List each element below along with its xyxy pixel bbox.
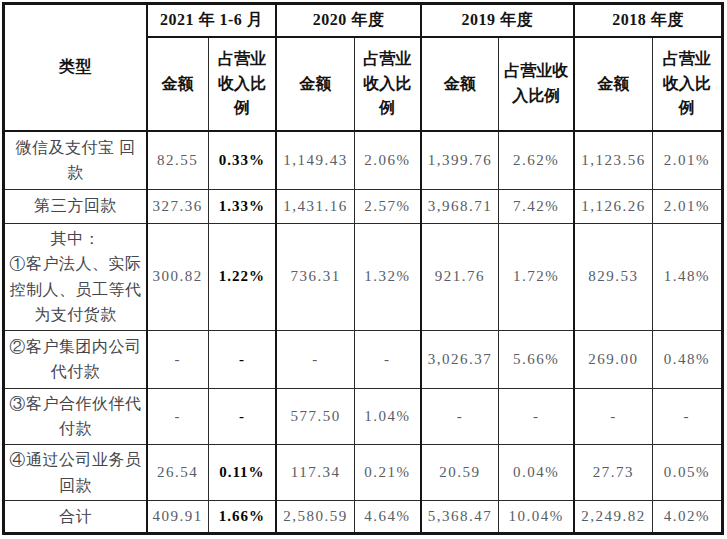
- year-header-2019: 2019 年度: [421, 4, 574, 38]
- amount-cell: 2,249.82: [574, 501, 652, 534]
- table-row-total: 合计 409.91 1.66% 2,580.59 4.64% 5,368.47 …: [4, 501, 723, 534]
- row-label: ②客户集团内公司 代付款: [4, 330, 147, 388]
- amount-cell: 3,968.71: [421, 189, 499, 223]
- ratio-cell: 2.06%: [354, 131, 420, 189]
- amount-cell: 269.00: [574, 330, 652, 388]
- ratio-cell: 0.05%: [652, 445, 722, 501]
- amount-header-2018: 金额: [574, 37, 652, 131]
- amount-cell: 27.73: [574, 445, 652, 501]
- ratio-cell: 1.32%: [354, 223, 420, 330]
- ratio-cell: -: [499, 388, 574, 444]
- ratio-cell: 7.42%: [499, 189, 574, 223]
- ratio-cell: -: [354, 330, 420, 388]
- amount-cell: 829.53: [574, 223, 652, 330]
- amount-cell: 82.55: [147, 131, 208, 189]
- ratio-header-2021: 占营业 收入比 例: [208, 37, 276, 131]
- amount-cell: 5,368.47: [421, 501, 499, 534]
- amount-cell: 3,026.37: [421, 330, 499, 388]
- ratio-cell: 1.04%: [354, 388, 420, 444]
- ratio-cell: -: [652, 388, 722, 444]
- table-row-customer-group-company: ②客户集团内公司 代付款 - - - - 3,026.37 5.66% 269.…: [4, 330, 723, 388]
- third-party-collection-table: 类型 2021 年 1-6 月 2020 年度 2019 年度 2018 年度 …: [2, 2, 724, 535]
- amount-cell: 327.36: [147, 189, 208, 223]
- amount-cell: 577.50: [276, 388, 354, 444]
- amount-header-2021: 金额: [147, 37, 208, 131]
- ratio-cell: 4.02%: [652, 501, 722, 534]
- row-label: 第三方回款: [4, 189, 147, 223]
- ratio-cell: 1.22%: [208, 223, 276, 330]
- row-label: 微信及支付宝 回 款: [4, 131, 147, 189]
- ratio-cell: 0.48%: [652, 330, 722, 388]
- ratio-cell: 1.33%: [208, 189, 276, 223]
- ratio-cell: 2.01%: [652, 189, 722, 223]
- amount-cell: 1,149.43: [276, 131, 354, 189]
- ratio-cell: 1.72%: [499, 223, 574, 330]
- amount-cell: 1,126.26: [574, 189, 652, 223]
- amount-cell: 1,123.56: [574, 131, 652, 189]
- row-label: ④通过公司业务员 回款: [4, 445, 147, 501]
- ratio-header-2019: 占营业收 入比例: [499, 37, 574, 131]
- amount-cell: 1,399.76: [421, 131, 499, 189]
- amount-cell: 736.31: [276, 223, 354, 330]
- table-row-customer-partner: ③客户合作伙伴代 付款 - - 577.50 1.04% - - - -: [4, 388, 723, 444]
- ratio-cell: 2.57%: [354, 189, 420, 223]
- amount-cell: -: [147, 388, 208, 444]
- ratio-cell: 5.66%: [499, 330, 574, 388]
- row-label: ③客户合作伙伴代 付款: [4, 388, 147, 444]
- ratio-cell: -: [208, 388, 276, 444]
- amount-cell: 117.34: [276, 445, 354, 501]
- year-header-2018: 2018 年度: [574, 4, 722, 38]
- header-year-row: 类型 2021 年 1-6 月 2020 年度 2019 年度 2018 年度: [4, 4, 723, 38]
- amount-header-2020: 金额: [276, 37, 354, 131]
- ratio-cell: 1.66%: [208, 501, 276, 534]
- amount-cell: 2,580.59: [276, 501, 354, 534]
- year-header-2020: 2020 年度: [276, 4, 420, 38]
- document-page: 类型 2021 年 1-6 月 2020 年度 2019 年度 2018 年度 …: [0, 0, 727, 535]
- table-row-customer-legal-person: 其中： ①客户法人、实际 控制人、员工等代 为支付货款 300.82 1.22%…: [4, 223, 723, 330]
- ratio-cell: 0.11%: [208, 445, 276, 501]
- table-row-company-salesman: ④通过公司业务员 回款 26.54 0.11% 117.34 0.21% 20.…: [4, 445, 723, 501]
- amount-cell: 300.82: [147, 223, 208, 330]
- ratio-cell: 1.48%: [652, 223, 722, 330]
- amount-cell: -: [421, 388, 499, 444]
- amount-cell: 409.91: [147, 501, 208, 534]
- amount-cell: 20.59: [421, 445, 499, 501]
- row-label: 其中： ①客户法人、实际 控制人、员工等代 为支付货款: [4, 223, 147, 330]
- ratio-cell: 0.33%: [208, 131, 276, 189]
- amount-cell: -: [574, 388, 652, 444]
- ratio-cell: 0.21%: [354, 445, 420, 501]
- amount-cell: -: [276, 330, 354, 388]
- amount-cell: 26.54: [147, 445, 208, 501]
- row-label: 合计: [4, 501, 147, 534]
- year-header-2021: 2021 年 1-6 月: [147, 4, 276, 38]
- ratio-cell: 0.04%: [499, 445, 574, 501]
- amount-cell: 1,431.16: [276, 189, 354, 223]
- ratio-cell: 10.04%: [499, 501, 574, 534]
- ratio-header-2018: 占营业 收入比 例: [652, 37, 722, 131]
- ratio-cell: 2.62%: [499, 131, 574, 189]
- table-row-wechat-alipay: 微信及支付宝 回 款 82.55 0.33% 1,149.43 2.06% 1,…: [4, 131, 723, 189]
- table-row-third-party: 第三方回款 327.36 1.33% 1,431.16 2.57% 3,968.…: [4, 189, 723, 223]
- ratio-cell: -: [208, 330, 276, 388]
- ratio-header-2020: 占营业 收入比 例: [354, 37, 420, 131]
- amount-cell: 921.76: [421, 223, 499, 330]
- ratio-cell: 2.01%: [652, 131, 722, 189]
- amount-cell: -: [147, 330, 208, 388]
- amount-header-2019: 金额: [421, 37, 499, 131]
- type-column-header: 类型: [4, 4, 147, 132]
- ratio-cell: 4.64%: [354, 501, 420, 534]
